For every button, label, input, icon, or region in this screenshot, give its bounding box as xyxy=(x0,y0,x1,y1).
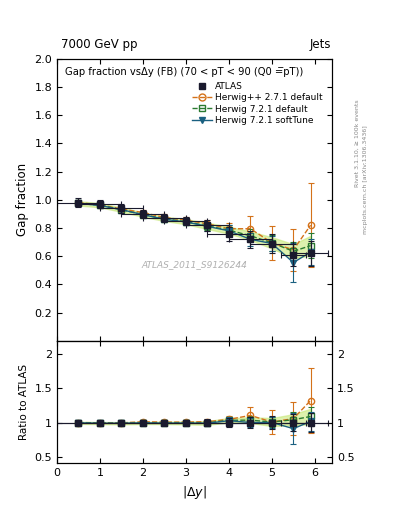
Text: Gap fraction vsΔy (FB) (70 < pT < 90 (Q0 =̅pT̅)): Gap fraction vsΔy (FB) (70 < pT < 90 (Q0… xyxy=(65,68,303,77)
X-axis label: $|\Delta y|$: $|\Delta y|$ xyxy=(182,484,207,501)
Text: Rivet 3.1.10, ≥ 100k events: Rivet 3.1.10, ≥ 100k events xyxy=(354,99,359,187)
Legend: ATLAS, Herwig++ 2.7.1 default, Herwig 7.2.1 default, Herwig 7.2.1 softTune: ATLAS, Herwig++ 2.7.1 default, Herwig 7.… xyxy=(190,80,325,126)
Y-axis label: Gap fraction: Gap fraction xyxy=(16,163,29,237)
Text: Jets: Jets xyxy=(310,38,331,51)
Y-axis label: Ratio to ATLAS: Ratio to ATLAS xyxy=(19,364,29,440)
Text: mcplots.cern.ch [arXiv:1306.3436]: mcplots.cern.ch [arXiv:1306.3436] xyxy=(363,125,368,233)
Text: 7000 GeV pp: 7000 GeV pp xyxy=(61,38,138,51)
Text: ATLAS_2011_S9126244: ATLAS_2011_S9126244 xyxy=(141,260,248,269)
